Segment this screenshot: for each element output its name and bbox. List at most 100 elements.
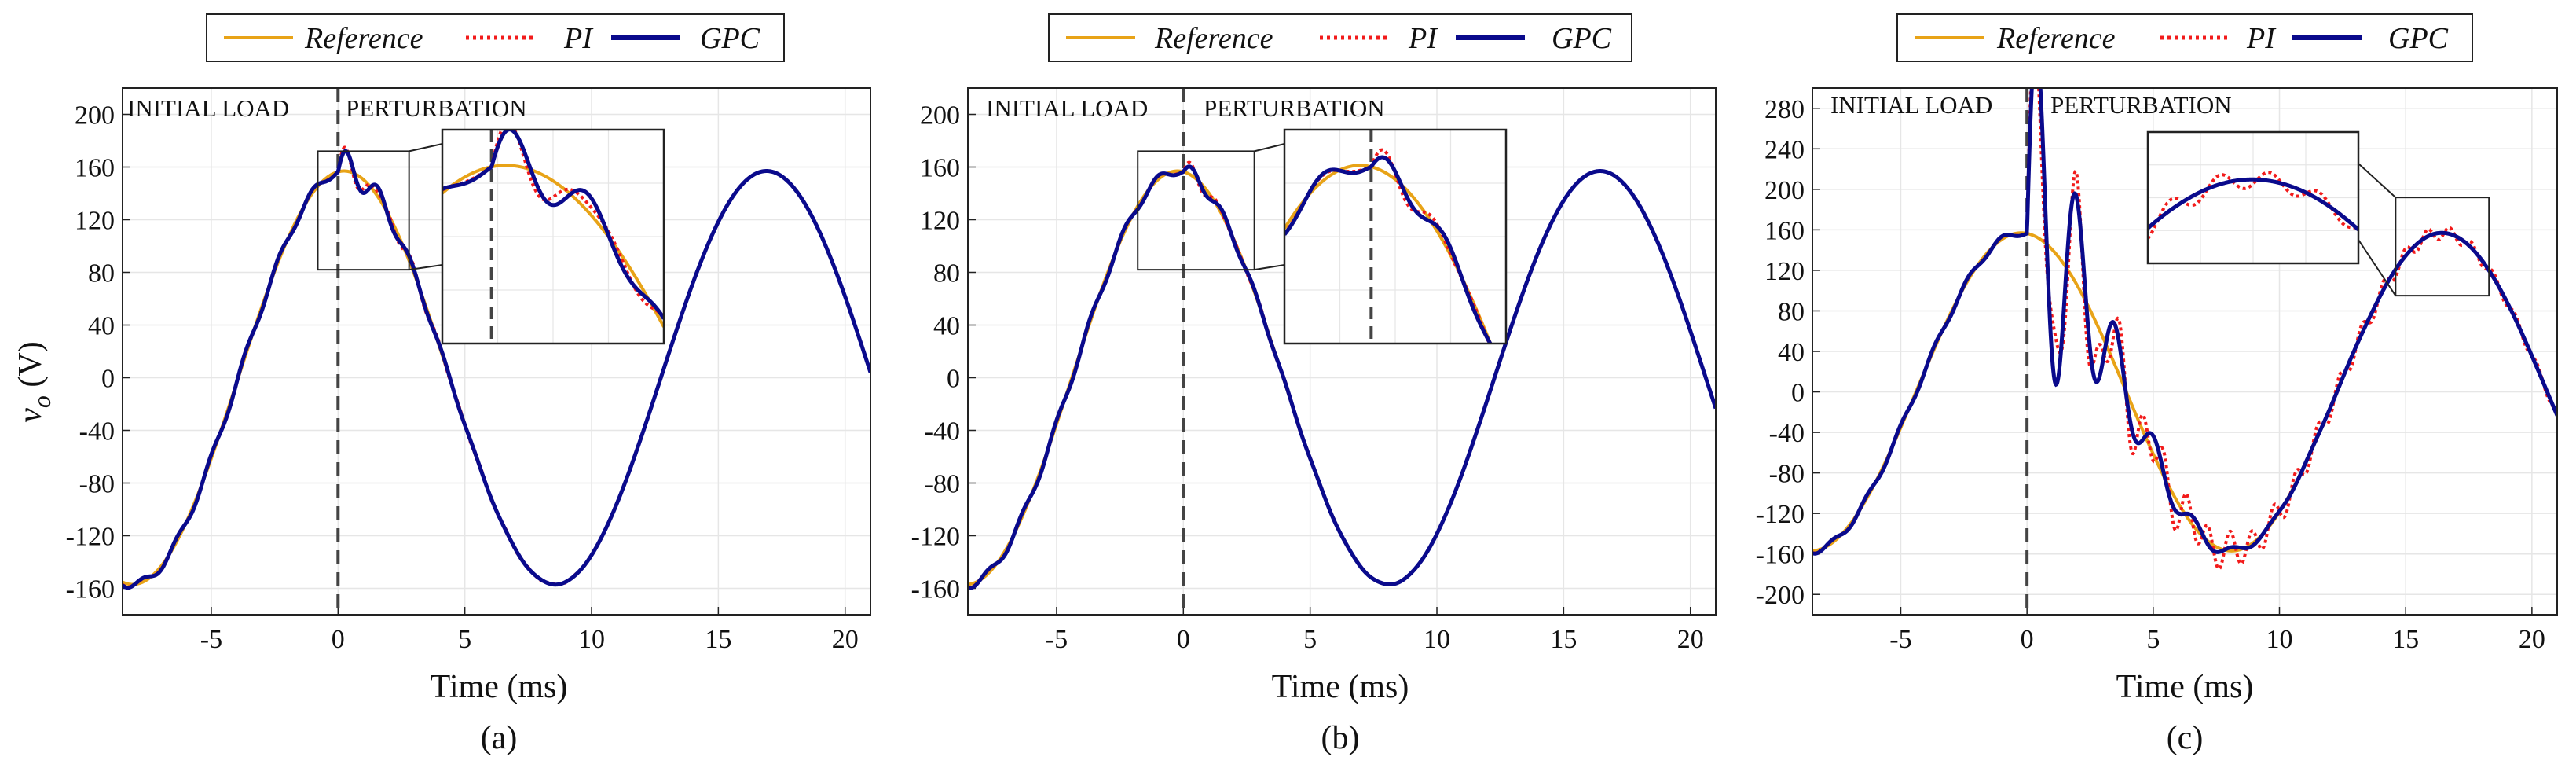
zoom-connector xyxy=(2358,239,2397,296)
y-tick-label: 120 xyxy=(75,207,115,236)
inset-frame xyxy=(1283,128,1508,345)
x-tick-label: 10 xyxy=(1424,625,1450,654)
y-tick-label: -80 xyxy=(79,470,115,499)
annotation-perturbation: PERTURBATION xyxy=(346,94,527,122)
y-tick-label: 160 xyxy=(1764,216,1805,245)
legend-reference-label: Reference xyxy=(1996,22,2116,55)
x-tick-label: 0 xyxy=(2021,625,2034,654)
inset-frame xyxy=(2146,130,2360,265)
legend-pi-label: PI xyxy=(1408,22,1438,55)
x-tick-label: -5 xyxy=(200,625,222,654)
inset-series-gpc xyxy=(1284,155,1493,344)
y-tick-label: 80 xyxy=(88,259,115,288)
x-tick-label: 10 xyxy=(578,625,605,654)
x-tick-label: 10 xyxy=(2266,625,2293,654)
legend-reference-label: Reference xyxy=(304,22,423,55)
x-axis-label: Time (ms) xyxy=(2116,669,2254,705)
x-tick-label: 15 xyxy=(705,625,731,654)
plot-area-a: -5 0 5 10 15 20 -160 -120 -80 -40 0 40 80 120 160 200 xyxy=(66,87,871,654)
y-tick-label: -40 xyxy=(79,417,115,446)
y-tick-label: 80 xyxy=(1778,297,1805,326)
x-tick-label: 0 xyxy=(332,625,345,654)
y-tick-label: -160 xyxy=(1756,541,1805,570)
plot-area-b: -5 0 5 10 15 20 -160 -120 -80 -40 0 40 80 120 160 200 xyxy=(911,87,1717,654)
zoom-region-box xyxy=(1137,150,1255,271)
zoom-connector xyxy=(409,143,443,152)
inset-series-group xyxy=(2148,171,2358,240)
y-tick-label: -80 xyxy=(925,470,960,499)
y-tick-label: -160 xyxy=(911,575,960,604)
y-tick-label: -120 xyxy=(911,523,960,552)
x-tick-label: 20 xyxy=(832,625,859,654)
y-tick-label: 40 xyxy=(933,312,960,341)
y-tick-label: 160 xyxy=(75,154,115,183)
y-tick-label: -120 xyxy=(1756,500,1805,529)
y-tick-label: 200 xyxy=(1764,176,1805,205)
zoom-connector xyxy=(1254,264,1285,271)
series-gpc xyxy=(968,164,1716,590)
legend-gpc-label: GPC xyxy=(700,22,760,55)
inset-series-reference xyxy=(442,164,664,328)
inset-series-group xyxy=(1284,130,1493,344)
y-tick-label: -80 xyxy=(1769,460,1805,489)
y-tick-label: 200 xyxy=(920,101,960,130)
plot-area-c: -5 0 5 10 15 20 -200 -160 -120 -80 -40 0 40 80 120 160 2… xyxy=(1756,87,2558,654)
series-gpc xyxy=(1812,88,2557,556)
panel-b: Reference PI GPC -5 0 5 10 15 20 -160 -120 -80 -4… xyxy=(911,13,1717,756)
panel-label-a: (a) xyxy=(481,720,518,756)
x-tick-label: 15 xyxy=(2392,625,2419,654)
legend-gpc-label: GPC xyxy=(2388,22,2449,55)
annotation-initial-load: INITIAL LOAD xyxy=(986,94,1148,122)
legend-pi-label: PI xyxy=(2246,22,2277,55)
series-gpc xyxy=(123,149,870,590)
y-tick-label: -200 xyxy=(1756,581,1805,610)
y-tick-label: -40 xyxy=(925,417,960,446)
series-group xyxy=(968,160,1716,590)
y-tick-label: 40 xyxy=(1778,338,1805,367)
y-label-main: v xyxy=(13,408,49,423)
annotation-initial-load: INITIAL LOAD xyxy=(127,94,289,122)
plot-frame xyxy=(1812,87,2558,616)
x-tick-label: -5 xyxy=(1046,625,1068,654)
y-tick-label: 120 xyxy=(920,207,960,236)
y-label-unit: (V) xyxy=(13,341,49,395)
y-tick-label: 280 xyxy=(1764,95,1805,124)
inset-series-gpc xyxy=(2148,177,2358,232)
y-tick-label: 120 xyxy=(1764,257,1805,286)
y-label-sub: o xyxy=(27,395,56,408)
inset-series-group xyxy=(442,130,664,344)
y-tick-label: 160 xyxy=(920,154,960,183)
x-tick-label: 15 xyxy=(1550,625,1577,654)
y-tick-label: 0 xyxy=(947,365,960,394)
panel-label-c: (c) xyxy=(2167,720,2204,756)
zoom-connector xyxy=(2358,163,2397,198)
zoom-connector xyxy=(409,264,443,271)
plot-frame xyxy=(122,87,871,616)
y-tick-label: -160 xyxy=(66,575,115,604)
y-tick-label: 240 xyxy=(1764,135,1805,164)
x-tick-label: 0 xyxy=(1177,625,1190,654)
x-tick-label: 20 xyxy=(1677,625,1704,654)
zoom-region-box xyxy=(2395,197,2490,297)
legend-gpc-label: GPC xyxy=(1552,22,1612,55)
x-tick-label: 20 xyxy=(2519,625,2545,654)
y-tick-label: 0 xyxy=(101,365,115,394)
y-axis-label: vo (V) xyxy=(13,341,56,422)
legend-box xyxy=(1048,13,1632,62)
y-tick-label: 200 xyxy=(75,101,115,130)
panel-a: Reference PI GPC -5 0 5 10 15 20 -160 -120 -80 -4… xyxy=(13,13,871,756)
legend-a: Reference PI GPC xyxy=(206,13,785,62)
legend-reference-label: Reference xyxy=(1154,22,1273,55)
x-tick-label: 5 xyxy=(2146,625,2160,654)
y-tick-label: -40 xyxy=(1769,419,1805,448)
inset-frame xyxy=(441,128,665,345)
y-tick-label: 80 xyxy=(933,259,960,288)
x-tick-label: -5 xyxy=(1889,625,1911,654)
series-group xyxy=(123,145,870,590)
annotation-perturbation: PERTURBATION xyxy=(1204,94,1385,122)
svg-text:vo (V): vo (V) xyxy=(13,341,56,422)
zoom-region-box xyxy=(317,150,410,271)
annotation-initial-load: INITIAL LOAD xyxy=(1830,91,1992,119)
plot-frame xyxy=(967,87,1717,616)
